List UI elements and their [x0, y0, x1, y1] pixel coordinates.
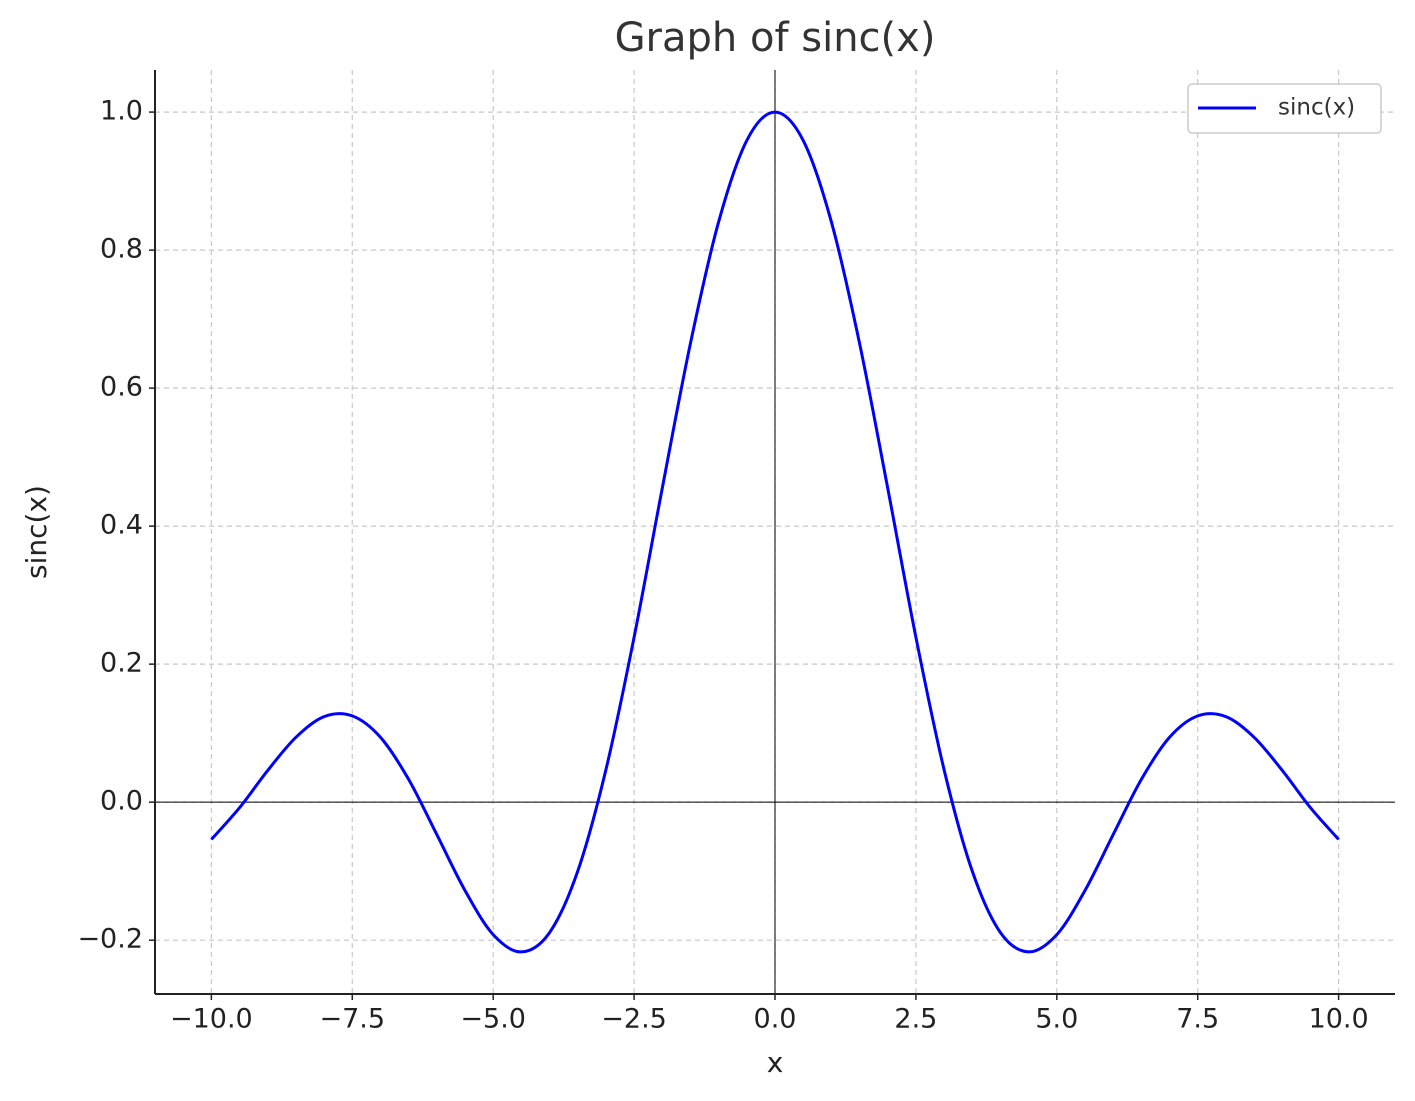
x-axis-label: x — [767, 1046, 784, 1079]
y-tick-label: −0.2 — [77, 924, 143, 955]
y-tick-label: 0.8 — [100, 234, 143, 265]
x-tick-label: 2.5 — [894, 1004, 937, 1035]
x-tick-label: 0.0 — [754, 1004, 797, 1035]
y-tick-label: 0.2 — [100, 648, 143, 679]
y-axis-label: sinc(x) — [20, 485, 53, 579]
x-tick-label: −2.5 — [601, 1004, 667, 1035]
y-tick-label: 0.4 — [100, 510, 143, 541]
legend-box — [1187, 83, 1382, 134]
x-tick-label: 5.0 — [1035, 1004, 1078, 1035]
x-tick-label: −5.0 — [460, 1004, 526, 1035]
y-tick-label: 0.0 — [100, 786, 143, 817]
y-tick-label: 1.0 — [100, 96, 143, 127]
chart-title: Graph of sinc(x) — [615, 15, 936, 61]
line-series — [210, 110, 1340, 954]
y-tick-label: 0.6 — [100, 372, 143, 403]
legend-label: sinc(x) — [1278, 95, 1355, 121]
x-tick-label: 7.5 — [1176, 1004, 1219, 1035]
x-tick-label: 10.0 — [1309, 1004, 1369, 1035]
x-tick-label: −7.5 — [319, 1004, 385, 1035]
x-tick-label: −10.0 — [170, 1004, 253, 1035]
